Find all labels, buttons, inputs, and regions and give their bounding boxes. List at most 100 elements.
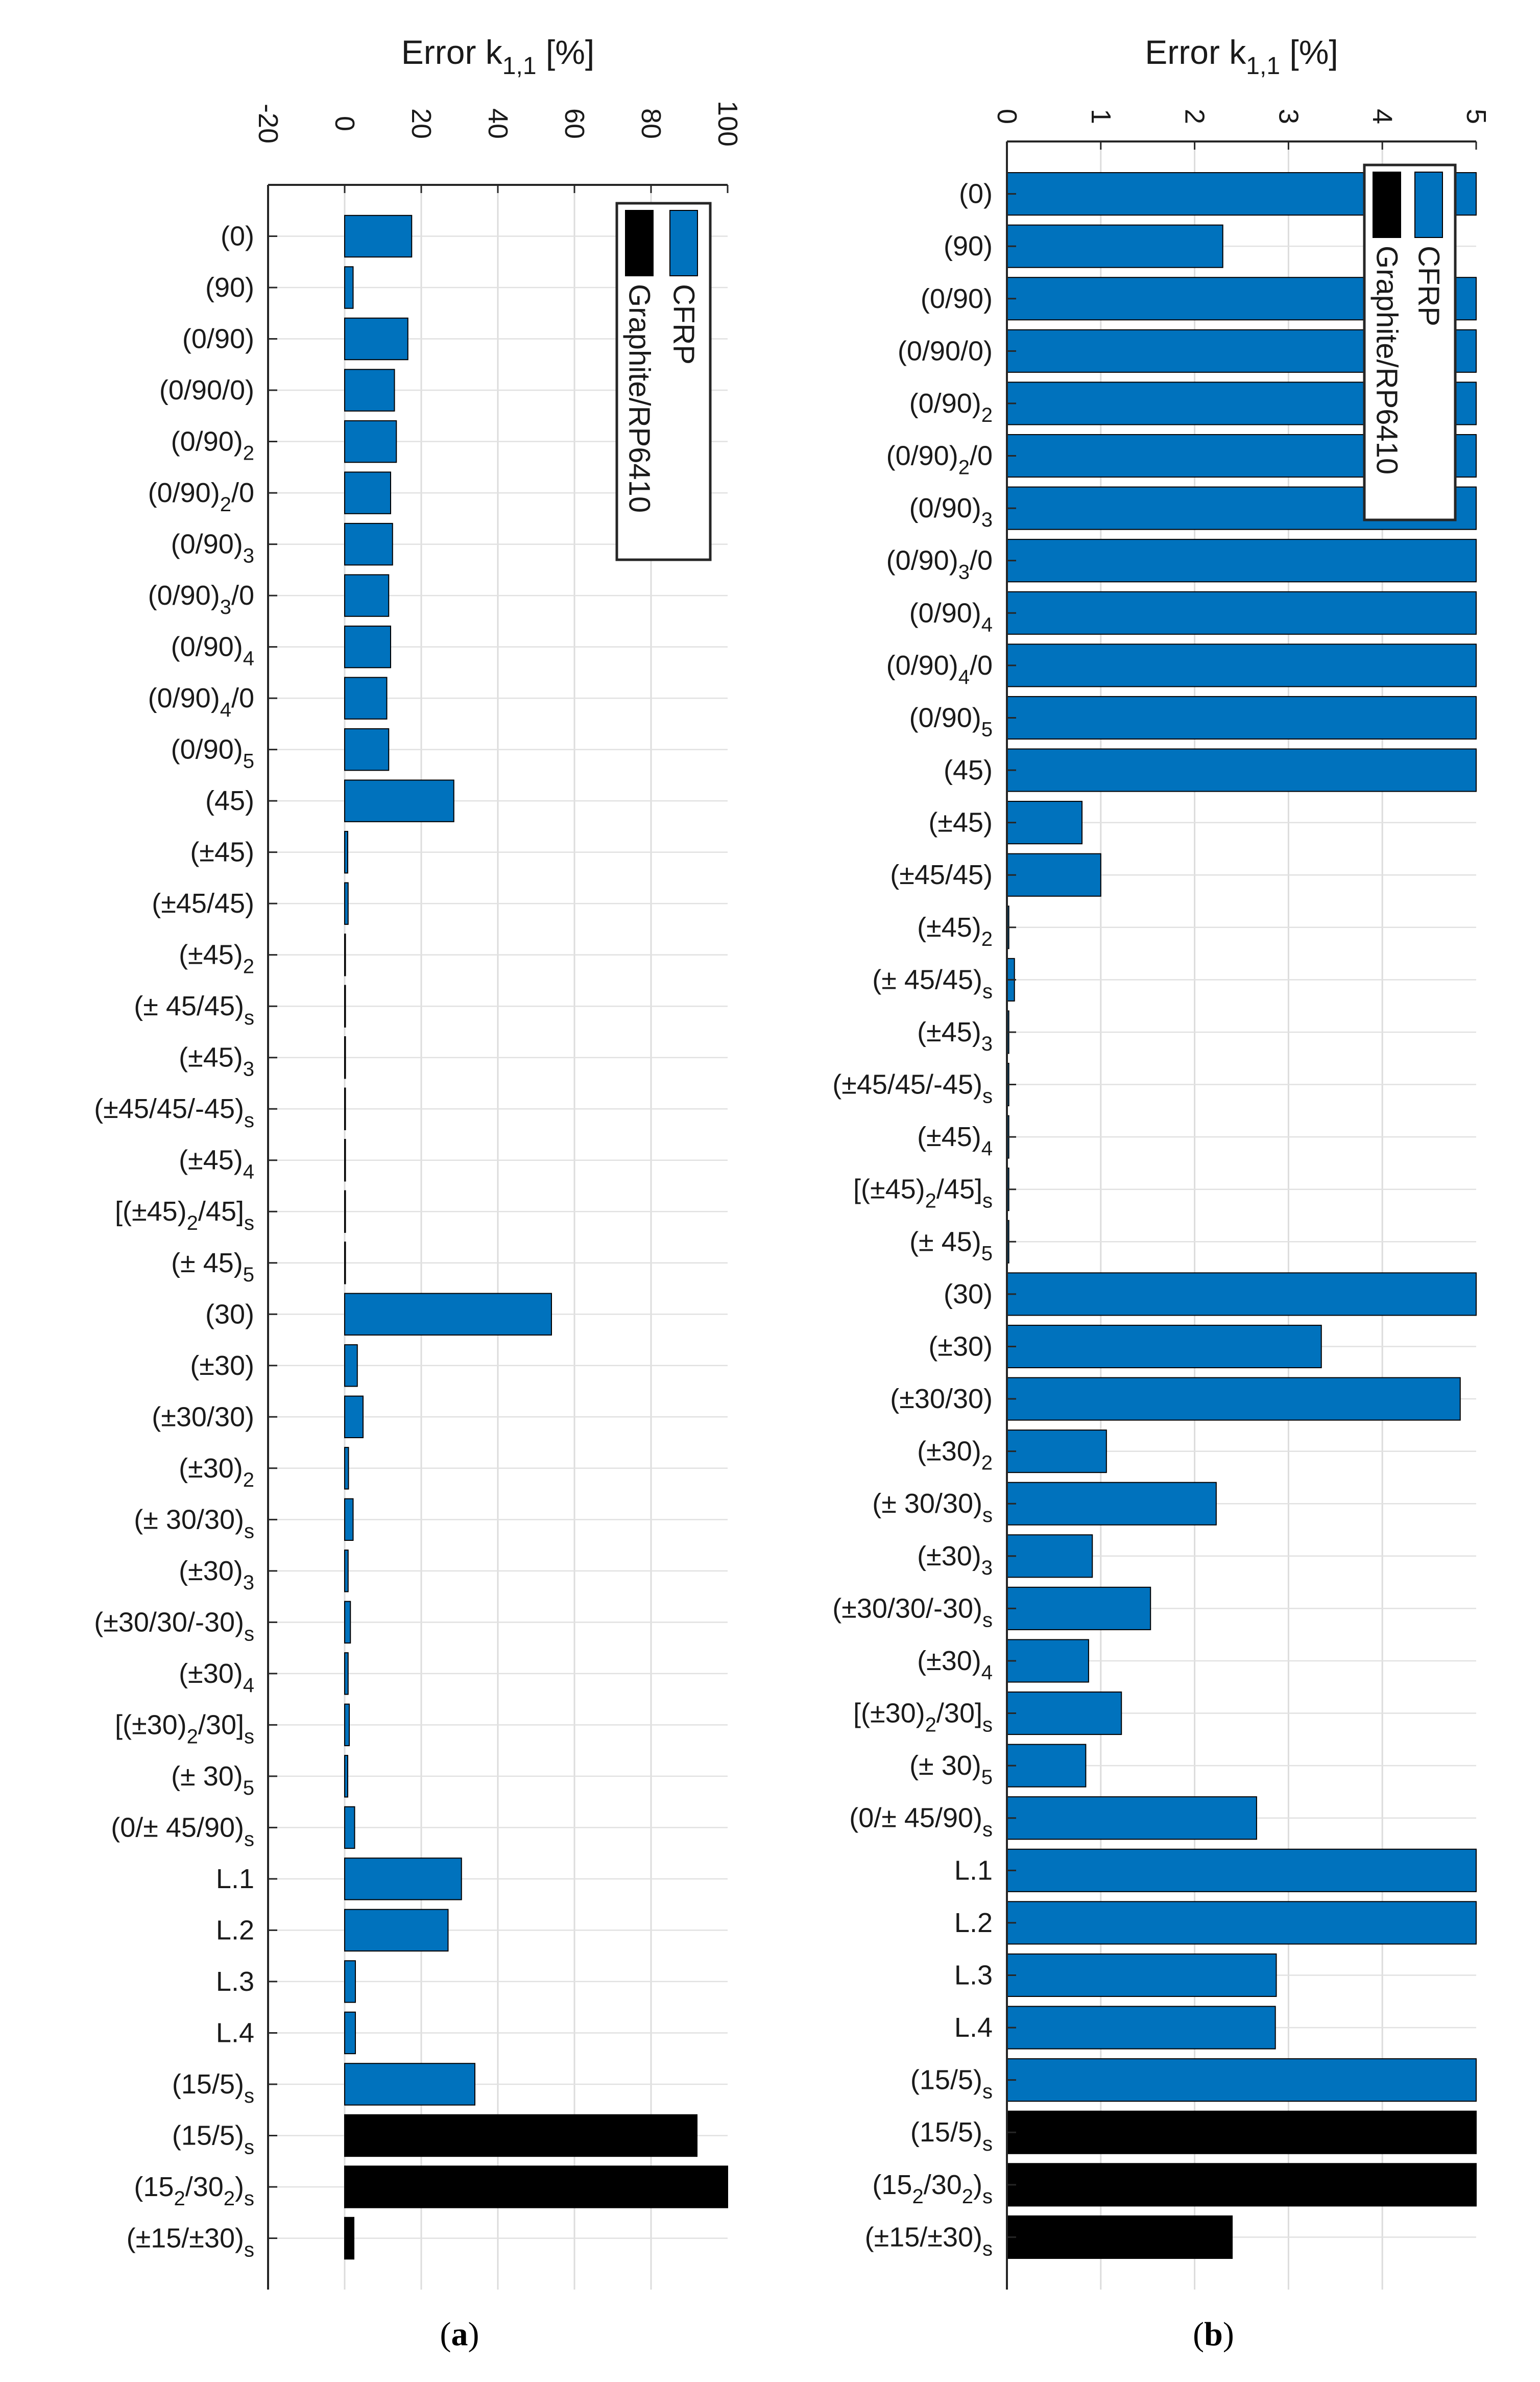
chart-panel-b: 0 1 2 3 4 5 Error k1,1 [%] (0) (90) (0/90) (0/90/0… — [832, 33, 1491, 2353]
bar — [344, 1601, 351, 1644]
y-tick-label: (30) — [944, 1279, 993, 1309]
bar — [344, 420, 397, 463]
bar — [1006, 1324, 1322, 1369]
bar — [344, 1395, 364, 1439]
bar — [1006, 1953, 1277, 1997]
y-tick-label: (0/90)4/0 — [148, 683, 254, 721]
y-tick-label: (± 45/45)s — [872, 964, 993, 1003]
y-tick-label: (90) — [205, 272, 254, 303]
bar — [344, 1242, 346, 1284]
bar — [344, 2114, 697, 2157]
y-tick-label: (0/90)5 — [909, 702, 993, 741]
chart-panel-a: -20 0 20 40 60 80 100 Error k1,1 [%] (0) (90) (0/9… — [94, 33, 743, 2353]
bar — [344, 1909, 449, 1952]
y-tick-label: (0/90)2 — [909, 388, 993, 426]
x-tick-label: 40 — [483, 108, 513, 139]
y-tick-label: (45) — [944, 755, 993, 785]
y-tick-label: (±15/±30)s — [127, 2223, 254, 2261]
bar — [344, 1190, 346, 1233]
legend-swatch — [625, 210, 654, 276]
bar — [344, 1344, 358, 1387]
bar — [1006, 1901, 1477, 1945]
y-tick-label: (15/5)s — [910, 2117, 993, 2155]
y-tick-label: (90) — [944, 231, 993, 261]
legend-label: Graphite/RP6410 — [623, 284, 656, 513]
y-tick-label: L.4 — [216, 2017, 254, 2048]
bar — [344, 779, 454, 822]
bar — [344, 985, 346, 1028]
bar — [1006, 1430, 1107, 1473]
bar — [344, 2217, 354, 2260]
bar — [344, 317, 408, 361]
y-tick-label: (±15/±30)s — [865, 2222, 993, 2260]
y-tick-label: (±30)4 — [179, 1658, 254, 1697]
bar — [1006, 2163, 1477, 2207]
y-tick-label: [(±30)2/30]s — [853, 1698, 993, 1736]
bar — [344, 1652, 349, 1695]
bar — [1006, 1848, 1477, 1892]
y-tick-label: L.1 — [216, 1864, 254, 1894]
bar — [344, 1806, 355, 1849]
y-tick-label: (±30/30) — [890, 1384, 993, 1414]
bar — [344, 830, 348, 874]
bar — [344, 1087, 346, 1130]
bar — [1006, 1692, 1122, 1735]
y-tick-label: (15/5)s — [172, 2120, 254, 2158]
bar — [344, 1857, 462, 1900]
bar — [1006, 2215, 1233, 2259]
bar — [1006, 1586, 1151, 1630]
bar — [344, 574, 390, 617]
y-tick-label: (± 30)5 — [909, 1750, 993, 1789]
y-tick-label: (±45)3 — [917, 1017, 993, 1055]
bar — [344, 2165, 728, 2208]
y-tick-label: (0/90)4 — [171, 632, 254, 670]
bar — [344, 1036, 346, 1079]
y-tick-label: L.3 — [216, 1966, 254, 1997]
y-tick-label: (±30) — [190, 1350, 254, 1381]
y-tick-label: (15/5)s — [172, 2069, 254, 2107]
x-tick-label: 5 — [1461, 109, 1491, 124]
y-tick-label: (±30/30) — [152, 1401, 254, 1432]
y-tick-label: L.2 — [954, 1908, 993, 1938]
y-tick-label: (45) — [205, 785, 254, 816]
y-tick-label: (±45)3 — [179, 1042, 254, 1081]
y-tick-label: (0) — [959, 179, 993, 209]
x-tick-label: -20 — [253, 104, 283, 144]
bar — [344, 1755, 348, 1798]
y-tick-label: (±45)4 — [917, 1122, 993, 1160]
y-tick-label: (±30) — [928, 1331, 993, 1362]
bar — [344, 728, 390, 771]
y-tick-label: (±30)3 — [917, 1541, 993, 1579]
legend-label: CFRP — [1412, 246, 1446, 326]
y-tick-label: (± 45)5 — [909, 1226, 993, 1265]
bar — [1006, 2006, 1276, 2050]
legend-label: Graphite/RP6410 — [1370, 246, 1404, 474]
y-tick-label: (±45/45/-45)s — [94, 1093, 254, 1132]
y-tick-label: (± 45)5 — [171, 1248, 254, 1286]
y-tick-label: (± 30/30)s — [134, 1504, 254, 1542]
y-tick-label: (±45)2 — [917, 912, 993, 950]
y-tick-label: (± 30/30)s — [872, 1488, 993, 1527]
y-tick-label: (±30)2 — [917, 1436, 993, 1474]
legend-swatch — [669, 210, 698, 276]
bar — [1006, 853, 1101, 897]
y-tick-label: [(±45)2/45]s — [115, 1196, 254, 1234]
y-tick-label: (0/90)4/0 — [886, 650, 993, 688]
legend-swatch — [1373, 172, 1401, 238]
bar — [1006, 1534, 1093, 1578]
bar — [344, 1550, 349, 1592]
y-tick-label: (0/90)3 — [171, 529, 254, 567]
y-tick-label: (15/5)s — [910, 2065, 993, 2103]
bar — [1006, 801, 1083, 845]
y-tick-label: (±45/45/-45)s — [832, 1069, 993, 1108]
x-tick-label: 0 — [992, 109, 1022, 124]
bar — [1006, 1482, 1217, 1526]
y-tick-label: L.2 — [216, 1915, 254, 1945]
y-tick-label: (±45/45) — [890, 860, 993, 890]
y-tick-label: (0/90/0) — [898, 336, 993, 366]
bar — [344, 215, 413, 258]
y-tick-label: (0/90) — [182, 324, 254, 354]
x-tick-label: 80 — [636, 108, 666, 139]
